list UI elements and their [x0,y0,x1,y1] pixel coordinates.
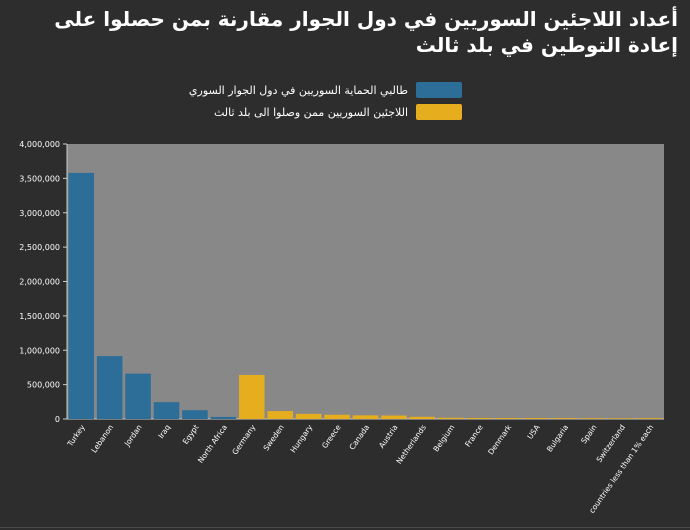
y-tick-label: 0 [55,415,60,424]
bar [523,418,549,419]
bar [381,415,407,419]
y-tick-label: 1,500,000 [19,312,60,321]
bar [437,417,464,419]
bar [636,418,663,419]
bar [580,418,606,419]
x-tick-label: Switzerland [595,423,628,464]
chart-legend: طالبي الحماية السوريين في دول الجوار الس… [189,80,462,124]
x-tick-label: Turkey [65,423,87,449]
bar [210,416,237,419]
x-tick-label: Iraq [156,423,172,440]
bar [608,418,635,419]
legend-label-third-country: اللاجئين السوريين ممن وصلوا الى بلد ثالث [213,105,408,119]
x-tick-label: Jordan [122,423,144,449]
bar [153,402,180,419]
bar [466,417,493,419]
chart-title: أعداد اللاجئين السوريين في دول الجوار مق… [54,7,678,57]
y-tick-label: 3,500,000 [19,174,60,183]
legend-item-neighbors: طالبي الحماية السوريين في دول الجوار الس… [189,80,462,100]
y-tick-label: 2,000,000 [19,278,60,287]
x-tick-label: Netherlands [394,423,428,466]
bar [238,375,265,419]
bar [267,411,294,419]
legend-swatch-blue [416,82,462,98]
x-tick-label: Spain [579,423,599,446]
x-tick-label: North Africa [196,423,229,465]
x-tick-label: Egypt [181,423,201,446]
x-tick-label: France [463,423,485,449]
legend-item-third-country: اللاجئين السوريين ممن وصلوا الى بلد ثالث [189,102,462,122]
bar [409,416,436,419]
bar [68,172,95,419]
y-tick-label: 500,000 [27,381,60,390]
y-tick-label: 4,000,000 [19,140,60,149]
x-tick-label: Denmark [486,422,514,456]
legend-swatch-yellow [416,104,462,120]
x-tick-label: Canada [347,423,371,452]
x-tick-label: Hungary [289,423,315,455]
bar [96,356,123,419]
bar [352,415,379,419]
x-tick-label: Greece [320,423,343,450]
x-tick-label: Germany [230,423,257,457]
bar [125,373,151,419]
x-tick-label: Belgium [431,423,456,453]
y-tick-label: 3,000,000 [19,209,60,218]
y-tick-label: 2,500,000 [19,243,60,252]
bottom-divider [0,527,690,528]
legend-label-neighbors: طالبي الحماية السوريين في دول الجوار الس… [188,83,408,97]
x-tick-label: Bulgaria [545,423,570,454]
x-tick-label: Austria [377,423,400,450]
bar [182,410,208,419]
x-tick-label: Lebanon [89,423,115,455]
x-tick-label: countries less than 1% each [587,423,655,515]
x-tick-label: USA [525,422,542,441]
bar [295,413,322,419]
bar [324,414,350,419]
x-tick-label: Sweden [261,423,286,453]
bar [551,418,578,419]
plot-area [67,144,664,419]
bar [494,418,521,419]
y-tick-label: 1,000,000 [19,346,60,355]
